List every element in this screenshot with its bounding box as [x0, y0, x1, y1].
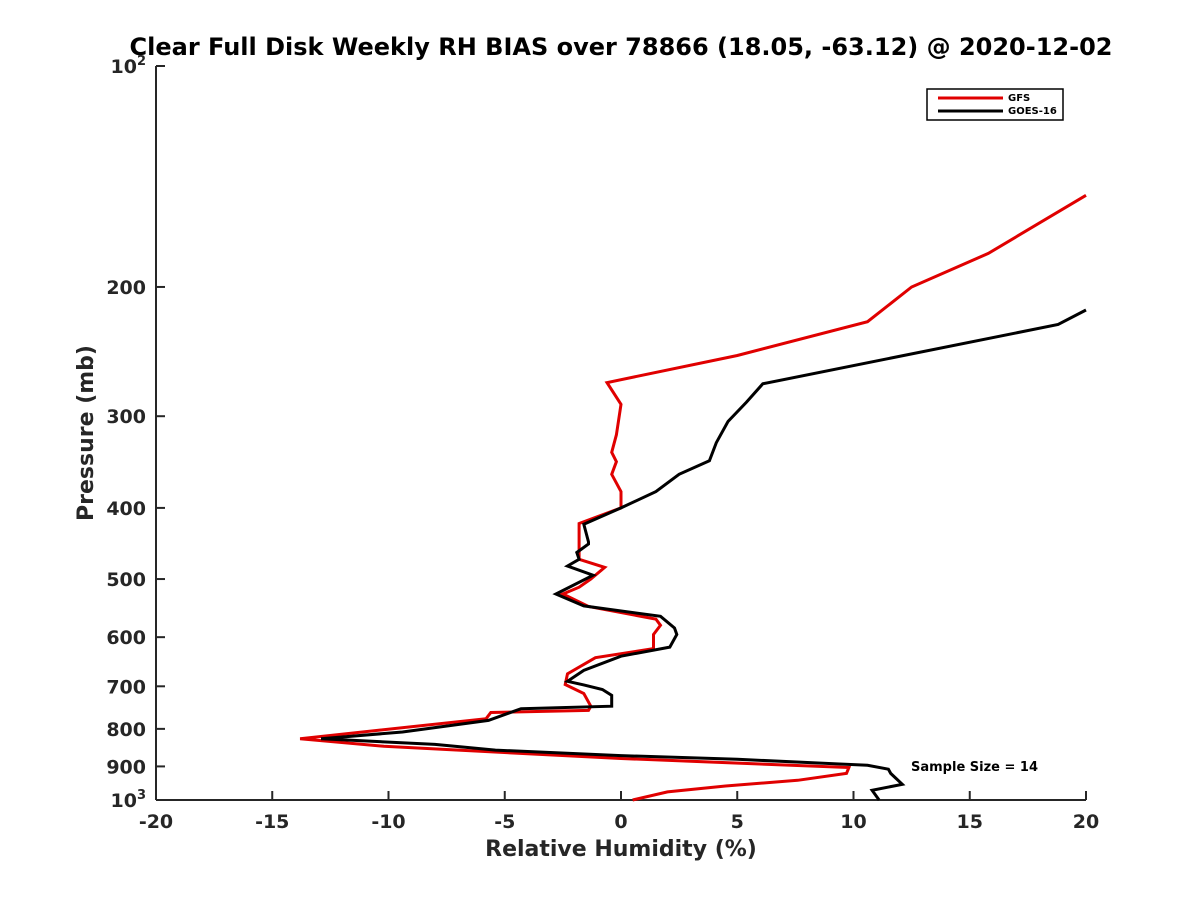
series-line-gfs — [299, 194, 1087, 802]
x-tick-label: -10 — [371, 811, 405, 833]
y-tick-label-text: 200 — [106, 277, 146, 299]
legend-label-gfs: GFS — [1008, 93, 1030, 104]
x-tick-label: 20 — [1073, 811, 1099, 833]
y-tick-label-text: 10 — [111, 790, 137, 812]
y-tick-label-text: 300 — [106, 406, 146, 428]
x-tick-label: -15 — [255, 811, 289, 833]
x-axis-label: Relative Humidity (%) — [485, 837, 757, 862]
legend-label-goes16: GOES-16 — [1008, 106, 1057, 117]
sample-size-annotation: Sample Size = 14 — [911, 760, 1038, 775]
y-tick-label-text: 400 — [106, 498, 146, 520]
y-tick-label: 600 — [106, 627, 146, 649]
y-tick-label: 900 — [106, 756, 146, 778]
y-tick-label: 103 — [111, 788, 147, 812]
y-tick-label-exponent: 2 — [137, 54, 146, 69]
y-tick-label: 102 — [111, 54, 147, 78]
x-tick-label: 10 — [840, 811, 866, 833]
y-tick-label: 200 — [106, 277, 146, 299]
y-tick-label-text: 500 — [106, 569, 146, 591]
y-tick-label: 500 — [106, 569, 146, 591]
y-tick-label-text: 700 — [106, 676, 146, 698]
x-tick-label: 0 — [614, 811, 627, 833]
x-tick-label: 5 — [731, 811, 744, 833]
chart-title: Clear Full Disk Weekly RH BIAS over 7886… — [130, 33, 1113, 61]
x-tick-label: -5 — [494, 811, 515, 833]
series-group — [299, 194, 1087, 802]
y-tick-label-text: 900 — [106, 756, 146, 778]
y-tick-label: 400 — [106, 498, 146, 520]
y-tick-label: 800 — [106, 719, 146, 741]
legend: GFS GOES-16 — [926, 88, 1064, 121]
series-line-goes-16 — [320, 308, 1087, 801]
y-tick-label: 300 — [106, 406, 146, 428]
x-ticks: -20 -15 -10 -5 0 5 10 15 20 — [139, 791, 1099, 833]
y-tick-label: 700 — [106, 676, 146, 698]
x-tick-label: 15 — [957, 811, 983, 833]
x-tick-label: -20 — [139, 811, 173, 833]
y-axis-label: Pressure (mb) — [74, 345, 99, 521]
legend-box — [926, 88, 1064, 121]
y-tick-label-text: 600 — [106, 627, 146, 649]
y-tick-label-exponent: 3 — [137, 788, 146, 803]
y-tick-label-text: 800 — [106, 719, 146, 741]
y-tick-label-text: 10 — [111, 56, 137, 78]
